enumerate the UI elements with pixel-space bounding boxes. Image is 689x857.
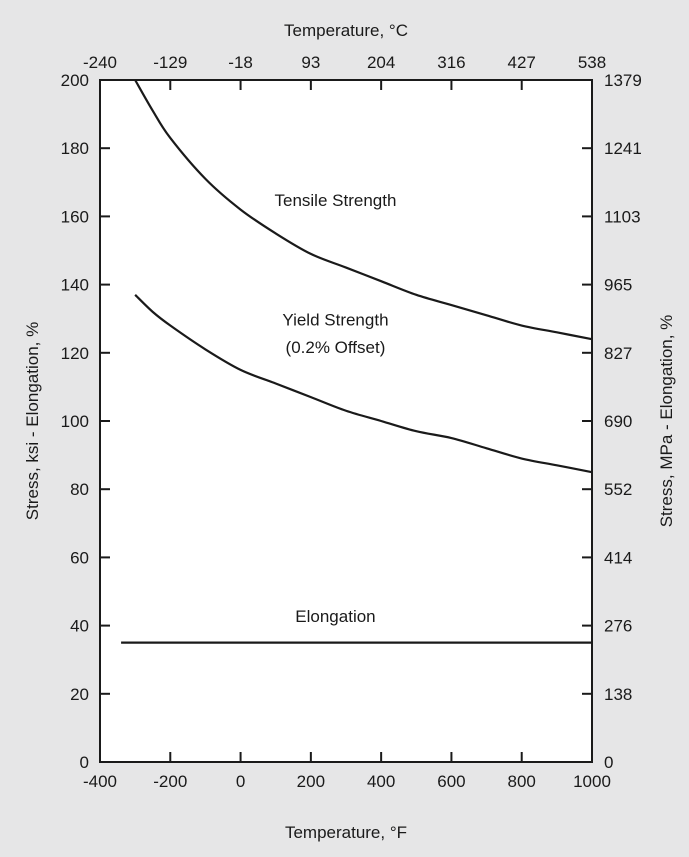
x-tick-label: 600: [437, 772, 465, 791]
y2-tick-label: 1379: [604, 71, 642, 90]
tensile-strength-line: [134, 79, 593, 341]
y-tick-label: 140: [61, 276, 89, 295]
ticks: [99, 79, 593, 763]
annotations: Tensile Strength Yield Strength (0.2% Offs…: [275, 191, 397, 626]
x-tick-label: 800: [508, 772, 536, 791]
y2-tick-label: 690: [604, 412, 632, 431]
y2-tick-label: 1241: [604, 139, 642, 158]
y-tick-label: 80: [70, 480, 89, 499]
x2-tick-label: 316: [437, 53, 465, 72]
yield-strength-line: [134, 294, 593, 474]
y2-tick-label: 276: [604, 617, 632, 636]
y-tick-label: 20: [70, 685, 89, 704]
y2-tick-label: 827: [604, 344, 632, 363]
y-axis-title: Stress, ksi - Elongation, %: [23, 322, 42, 520]
y-tick-label: 100: [61, 412, 89, 431]
x2-tick-label: 204: [367, 53, 395, 72]
y2-tick-label: 1103: [604, 207, 641, 226]
y2-tick-label: 0: [604, 753, 613, 772]
yield-offset-label: (0.2% Offset): [286, 338, 386, 357]
x2-axis-title: Temperature, °C: [284, 21, 408, 40]
y-tick-label: 60: [70, 548, 89, 567]
tick-labels: -400 -200 0 200 400 600 800 1000-240 -129 -18 93 20…: [61, 53, 642, 791]
y-tick-label: 160: [61, 207, 89, 226]
y2-axis-title: Stress, MPa - Elongation, %: [657, 315, 676, 528]
x-tick-label: 200: [297, 772, 325, 791]
x2-tick-label: -18: [228, 53, 253, 72]
y-tick-label: 200: [61, 71, 89, 90]
y-tick-label: 120: [61, 344, 89, 363]
y2-tick-label: 414: [604, 548, 632, 567]
x-axis-title: Temperature, °F: [285, 823, 407, 842]
x-tick-label: 400: [367, 772, 395, 791]
x2-tick-label: 93: [301, 53, 320, 72]
y2-tick-label: 965: [604, 276, 632, 295]
x-tick-label: -400: [83, 772, 117, 791]
x-tick-label: 1000: [573, 772, 611, 791]
x2-tick-label: -240: [83, 53, 117, 72]
x2-tick-label: 538: [578, 53, 606, 72]
x2-tick-label: 427: [508, 53, 536, 72]
y-tick-label: 0: [80, 753, 89, 772]
y2-tick-label: 552: [604, 480, 632, 499]
x-tick-label: 0: [236, 772, 245, 791]
y-tick-label: 180: [61, 139, 89, 158]
y-tick-label: 40: [70, 617, 89, 636]
elongation-label: Elongation: [295, 607, 375, 626]
tensile-strength-label: Tensile Strength: [275, 191, 397, 210]
series-lines: [121, 79, 593, 644]
plot-area: [99, 79, 593, 763]
y2-tick-label: 138: [604, 685, 632, 704]
x-tick-label: -200: [153, 772, 187, 791]
x2-tick-label: -129: [153, 53, 187, 72]
yield-strength-label: Yield Strength: [282, 311, 388, 330]
